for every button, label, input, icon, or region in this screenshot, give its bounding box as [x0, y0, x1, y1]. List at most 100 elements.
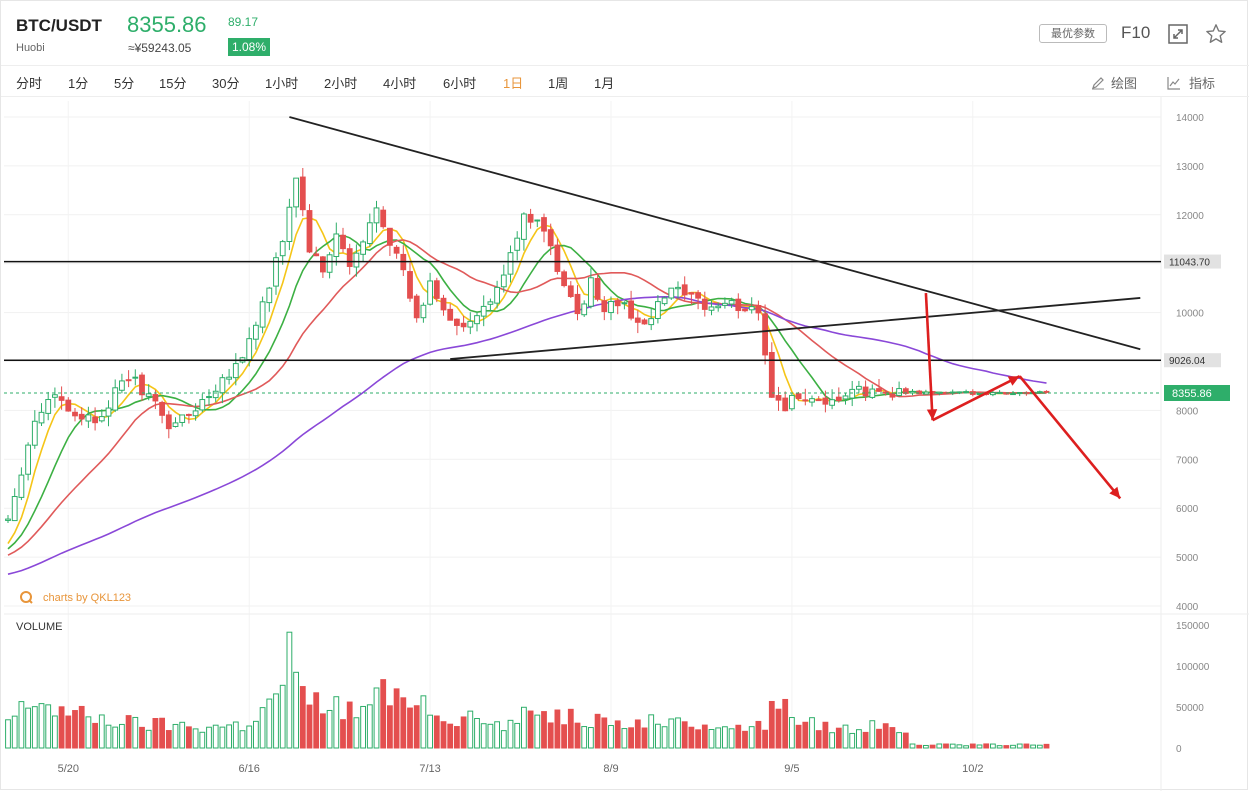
- volume-bar: [105, 724, 112, 749]
- volume-bar: [460, 716, 467, 749]
- x-tick-label-0: 5/20: [58, 763, 79, 775]
- volume-bar: [929, 744, 936, 749]
- candle-up: [253, 324, 259, 340]
- y-tick-label-8: 4000: [1176, 602, 1199, 613]
- volume-bar: [789, 717, 795, 749]
- timeframe-tab-11[interactable]: 1月: [594, 76, 615, 91]
- volume-bar: [956, 744, 963, 749]
- candle-up: [333, 233, 340, 258]
- candle-up: [360, 241, 367, 255]
- volume-bar: [701, 724, 708, 749]
- volume-bar: [889, 727, 896, 749]
- candle-up: [31, 420, 38, 446]
- volume-bar: [286, 631, 293, 749]
- volume-bar: [353, 717, 360, 749]
- forecast-arrowhead-2: [1109, 486, 1121, 499]
- volume-bar: [320, 713, 326, 749]
- volume-bar: [380, 679, 387, 749]
- volume-bar: [11, 715, 18, 749]
- ma60-line: [7, 296, 1047, 575]
- candle-down: [139, 374, 145, 396]
- candle-up: [581, 303, 588, 316]
- f10-button[interactable]: F10: [1121, 23, 1151, 42]
- toolbar-divider: [1, 96, 1249, 97]
- candle-down: [460, 322, 467, 328]
- volume-bar: [212, 724, 219, 749]
- level-label-0: 11043.70: [1169, 258, 1210, 269]
- candle-up: [856, 385, 862, 390]
- volume-bar: [829, 732, 836, 749]
- candle-up: [500, 274, 507, 288]
- volume-bar: [467, 710, 474, 749]
- volume-bar: [346, 701, 353, 749]
- ma5-line: [7, 216, 1047, 545]
- candle-up: [722, 302, 728, 306]
- current-price-tag: 8355.86: [1172, 388, 1212, 400]
- qkl123-logo-tail: [28, 599, 33, 604]
- indicator-tool-button[interactable]: 指标: [1167, 73, 1215, 92]
- volume-bar: [567, 708, 574, 749]
- candle-up: [829, 399, 836, 406]
- volume-bar: [902, 732, 909, 749]
- volume-bar: [916, 744, 923, 749]
- volume-bar: [373, 687, 380, 749]
- x-tick-label-2: 7/13: [419, 763, 440, 775]
- volume-bar: [387, 705, 393, 749]
- timeframe-tab-2[interactable]: 5分: [114, 76, 135, 91]
- expand-icon[interactable]: [1168, 24, 1188, 49]
- volume-bar: [822, 721, 829, 749]
- candle-up: [809, 398, 815, 403]
- qkl123-logo-icon: [20, 591, 32, 603]
- draw-tool-button[interactable]: 绘图: [1091, 73, 1137, 92]
- volume-bar: [835, 727, 842, 749]
- volume-bar: [25, 707, 32, 749]
- timeframe-tab-1[interactable]: 1分: [68, 76, 89, 91]
- x-tick-label-1: 6/16: [238, 763, 259, 775]
- timeframe-tab-6[interactable]: 2小时: [324, 76, 358, 91]
- candle-up: [373, 207, 380, 224]
- volume-bar: [795, 724, 802, 749]
- level-label-1: 9026.04: [1169, 356, 1206, 367]
- timeframe-tab-8[interactable]: 6小时: [443, 76, 477, 91]
- candle-down: [447, 308, 454, 321]
- volume-bar: [856, 729, 862, 749]
- volume-bar: [695, 729, 702, 749]
- candle-down: [547, 229, 554, 247]
- volume-bar: [521, 706, 527, 749]
- timeframe-tab-4[interactable]: 30分: [212, 76, 240, 91]
- forecast-arrow-0: [924, 292, 934, 421]
- candle-up: [608, 301, 614, 314]
- volume-bar: [862, 731, 869, 749]
- candle-down: [393, 246, 400, 254]
- y-tick-label-0: 14000: [1176, 113, 1204, 124]
- y-tick-label-5: 7000: [1176, 455, 1199, 466]
- last-price: 8355.86: [127, 12, 207, 37]
- candle-down: [782, 397, 789, 412]
- timeframe-tab-10[interactable]: 1周: [548, 76, 569, 91]
- timeframe-tab-7[interactable]: 4小时: [383, 76, 417, 91]
- y-tick-label-1: 13000: [1176, 162, 1204, 173]
- volume-bar: [802, 721, 809, 749]
- timeframe-tab-0[interactable]: 分时: [16, 76, 43, 91]
- candle-down: [407, 271, 413, 299]
- candle-up: [259, 301, 266, 328]
- timeframe-tab-3[interactable]: 15分: [159, 76, 187, 91]
- best-params-button[interactable]: 最优参数: [1039, 24, 1107, 43]
- volume-bar: [199, 731, 206, 749]
- candle-up: [467, 320, 474, 328]
- volume-bar: [165, 730, 172, 749]
- timeframe-tab-5[interactable]: 1小时: [265, 76, 299, 91]
- volume-bar: [661, 726, 668, 749]
- volume-tick-label-1: 100000: [1176, 662, 1210, 673]
- volume-bar: [581, 726, 588, 749]
- volume-bar: [782, 698, 789, 749]
- timeframe-tab-9[interactable]: 1日: [503, 76, 524, 91]
- star-icon[interactable]: [1205, 23, 1227, 50]
- volume-bar: [72, 710, 78, 749]
- volume-bar: [407, 707, 413, 749]
- candle-up: [748, 306, 755, 311]
- volume-bar: [809, 717, 815, 749]
- volume-bar: [621, 728, 628, 749]
- volume-bar: [132, 716, 139, 749]
